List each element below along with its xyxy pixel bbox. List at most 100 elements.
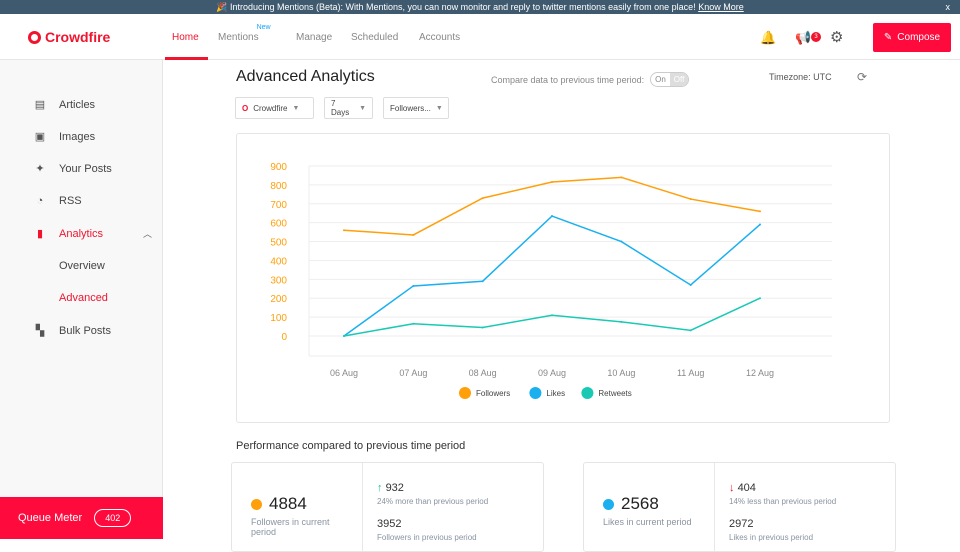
arrow-up-icon: ↑ [377, 482, 386, 494]
y-tick-label: 200 [270, 294, 287, 305]
compose-label: Compose [897, 32, 941, 43]
refresh-icon[interactable]: ⟳ [857, 70, 868, 84]
change: ↑ 932 [377, 482, 404, 494]
brand-name: Crowdfire [45, 29, 111, 45]
gear-icon[interactable]: ⚙ [830, 29, 844, 46]
change-value: 404 [737, 482, 756, 494]
prev-value: 2972 [729, 518, 754, 530]
data-point [689, 198, 692, 201]
sidebar-item-images[interactable]: ▣ Images [33, 130, 95, 144]
line-chart: 0 100 200 300 400 500 600 700 800 900 06 Aug 07 Aug… [270, 162, 832, 399]
logo-icon [28, 30, 41, 44]
data-point [759, 223, 761, 226]
sidebar: ▤ Articles ▣ Images ✦ Your Posts ◔ RSS ▮ Anal… [0, 60, 163, 539]
data-point [759, 210, 761, 213]
current-value: 4884 [269, 494, 307, 513]
queue-count: 402 [94, 509, 132, 527]
range-value: 7 Days [331, 99, 350, 117]
sidebar-label: RSS [59, 195, 82, 207]
followers-dot [251, 499, 262, 510]
range-dropdown[interactable]: 7 Days ▼ [324, 97, 373, 119]
tab-home[interactable]: Home [172, 32, 199, 43]
x-tick-label: 07 Aug [399, 368, 427, 378]
divider [714, 463, 715, 551]
chevron-up-icon[interactable]: ︿ [143, 229, 153, 239]
compare-label: Compare data to previous time period: [491, 74, 645, 85]
prev-value: 3952 [377, 518, 402, 530]
prev-label: Likes in previous period [729, 533, 814, 542]
page-title: Advanced Analytics [236, 68, 375, 85]
tab-scheduled[interactable]: Scheduled [351, 32, 399, 43]
tab-manage[interactable]: Manage [296, 32, 333, 43]
account-dropdown[interactable]: O Crowdfire ▼ [235, 97, 314, 119]
tab-accounts[interactable]: Accounts [419, 32, 461, 43]
brand-logo[interactable]: Crowdfire [28, 29, 110, 45]
legend-label: Retweets [598, 389, 631, 398]
rss-icon: ◔ [36, 195, 44, 207]
x-tick-label: 06 Aug [330, 368, 358, 378]
sidebar-item-bulk-posts[interactable]: ▚ Bulk Posts [33, 324, 111, 338]
y-tick-label: 900 [270, 162, 287, 173]
bar-chart-icon: ▮ [36, 228, 44, 240]
sidebar-item-overview[interactable]: Overview [59, 260, 105, 272]
data-point [481, 280, 484, 283]
legend-marker [529, 387, 542, 399]
change-value: 932 [385, 482, 404, 494]
data-point [759, 297, 761, 300]
caret-down-icon: ▼ [359, 104, 366, 112]
know-more-link[interactable]: Know More [698, 2, 744, 12]
x-tick-label: 11 Aug [677, 368, 704, 378]
sidebar-item-analytics[interactable]: ▮ Analytics ︿ [33, 227, 153, 241]
legend-label: Likes [546, 389, 565, 398]
compare-toggle[interactable]: On Off [650, 72, 690, 87]
megaphone-icon[interactable]: 📢 [795, 30, 812, 45]
change: ↓ 404 [729, 482, 756, 494]
x-tick-label: 09 Aug [538, 368, 566, 378]
x-tick-label: 10 Aug [607, 368, 635, 378]
legend-marker [459, 387, 471, 399]
notification-count: 3 [811, 32, 821, 42]
performance-title: Performance compared to previous time pe… [236, 440, 466, 452]
y-tick-label: 400 [270, 256, 287, 267]
caret-down-icon: ▼ [435, 104, 443, 112]
sidebar-label: Bulk Posts [59, 324, 111, 337]
data-point [343, 335, 345, 337]
compose-button[interactable]: ✎ Compose [873, 23, 951, 52]
metrics-dropdown[interactable]: Followers... ▼ [383, 97, 449, 119]
current-label: Followers in current period [251, 517, 330, 537]
sidebar-item-advanced[interactable]: Advanced [59, 292, 108, 304]
data-point [551, 314, 553, 317]
y-tick-label: 0 [281, 332, 287, 343]
top-nav: Crowdfire Home Mentions New Manage Schedu… [0, 14, 960, 60]
active-tab-indicator [165, 57, 208, 60]
data-point [481, 326, 484, 329]
divider [362, 463, 363, 551]
caret-down-icon: ▼ [292, 104, 300, 112]
legend-marker [581, 387, 594, 399]
tab-mentions[interactable]: Mentions New [218, 24, 271, 43]
sidebar-item-rss[interactable]: ◔ RSS [33, 195, 82, 207]
data-point [343, 229, 345, 232]
sidebar-item-articles[interactable]: ▤ Articles [33, 98, 95, 112]
sidebar-item-your-posts[interactable]: ✦ Your Posts [33, 162, 112, 176]
data-point [551, 181, 553, 184]
x-tick-label: 08 Aug [469, 368, 497, 378]
series-line-followers [343, 176, 761, 236]
y-tick-label: 700 [270, 200, 287, 211]
current-value: 2568 [621, 494, 659, 513]
toggle-on[interactable]: On [655, 75, 666, 84]
queue-meter[interactable]: Queue Meter 402 [0, 497, 163, 539]
close-banner-button[interactable]: x [945, 2, 951, 12]
prev-label: Followers in previous period [377, 533, 477, 542]
bell-icon[interactable]: 🔔 [760, 30, 777, 45]
data-point [412, 322, 415, 325]
banner-text: 🎉 Introducing Mentions (Beta): With Ment… [216, 2, 699, 12]
sidebar-label: Your Posts [59, 162, 112, 175]
y-tick-label: 500 [270, 238, 287, 249]
articles-icon: ▤ [34, 99, 46, 111]
announcement-banner: 🎉 Introducing Mentions (Beta): With Ment… [0, 0, 960, 14]
queue-meter-label: Queue Meter [18, 512, 83, 524]
new-badge: New [256, 24, 271, 31]
toggle-off[interactable]: Off [669, 73, 689, 86]
y-tick-label: 300 [270, 275, 287, 286]
